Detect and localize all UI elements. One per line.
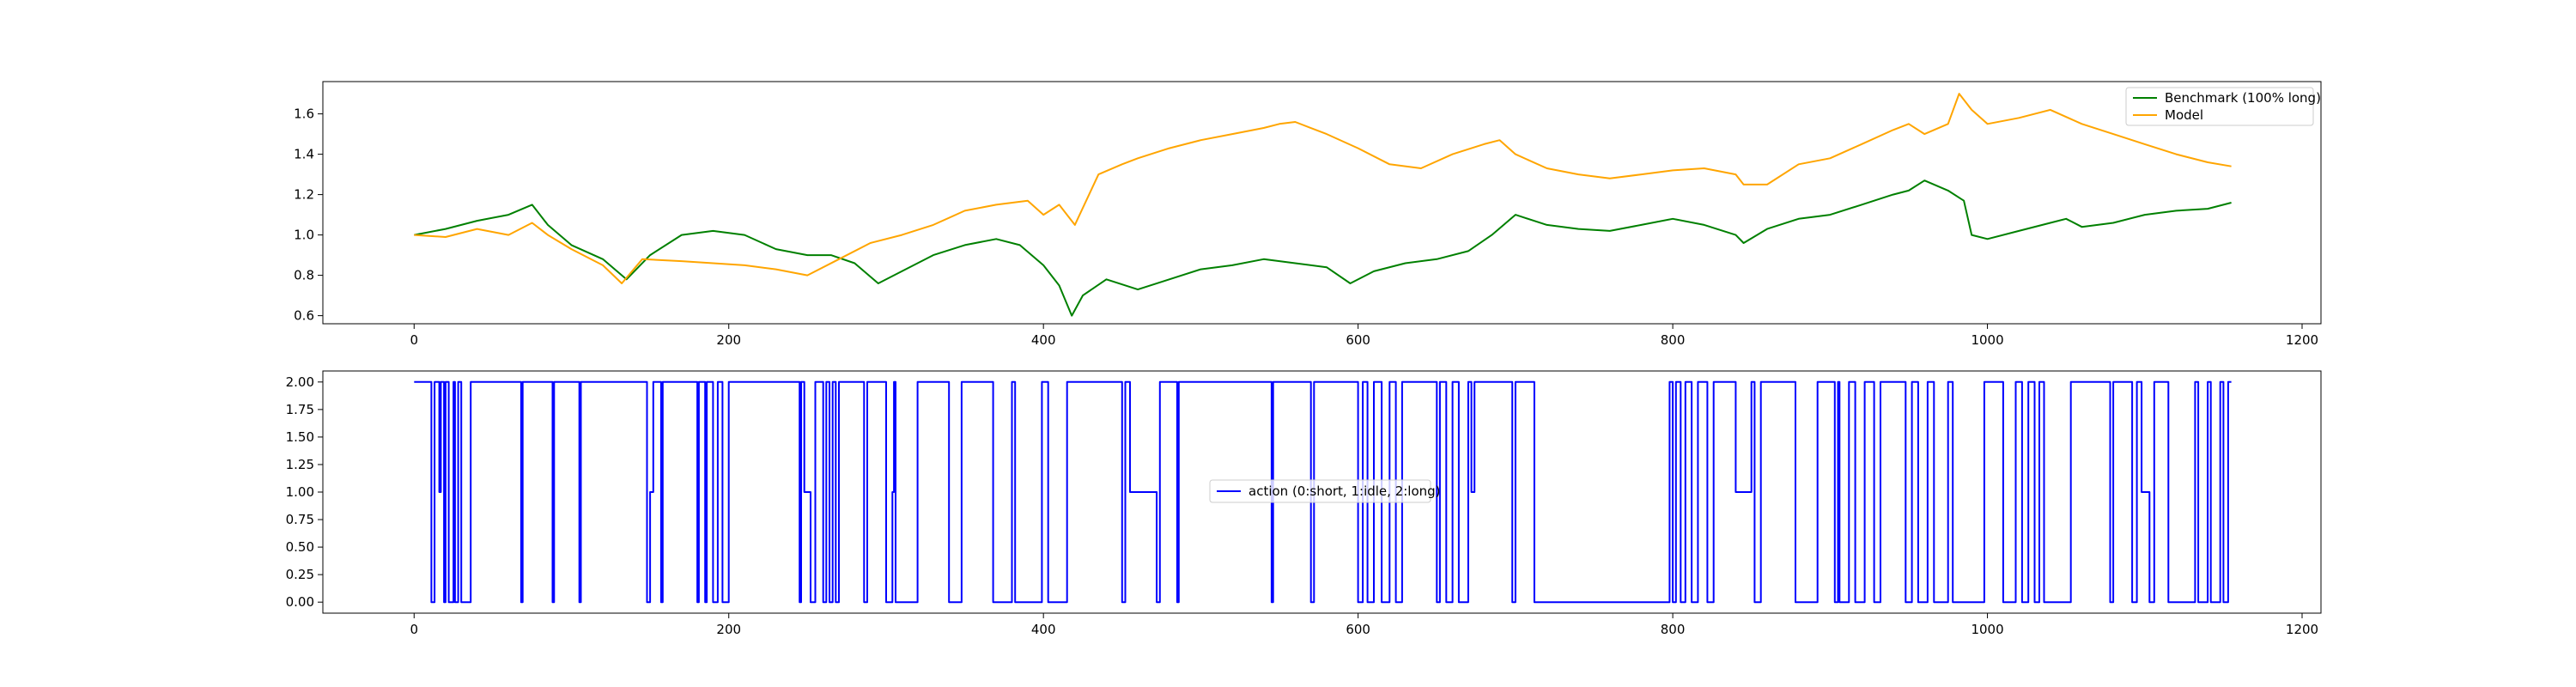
equity-axes-frame — [322, 81, 2322, 325]
equity-y-tick-label: 1.2 — [294, 187, 314, 203]
equity-x-ticks: 0 200 400 600 800 1000 1200 — [410, 324, 2318, 348]
action-x-ticks: 0 200 400 600 800 1000 1200 — [410, 613, 2318, 637]
action-y-tick-label: 1.50 — [286, 429, 314, 445]
action-x-tick-label: 1000 — [1971, 622, 2003, 637]
equity-legend-box — [2125, 87, 2314, 126]
equity-y-tick-label: 1.4 — [294, 147, 314, 162]
equity-x-tick-label: 400 — [1031, 332, 1056, 348]
action-legend: action (0:short, 1:idle, 2:long) — [1209, 479, 1441, 503]
equity-series-line-1 — [414, 93, 2232, 284]
equity-y-tick-label: 1.0 — [294, 228, 314, 243]
equity-y-tick-label: 0.6 — [294, 308, 314, 324]
action-x-tick-label: 800 — [1661, 622, 1686, 637]
equity-x-tick-label: 1200 — [2286, 332, 2318, 348]
action-plot-area — [414, 380, 2232, 604]
equity-x-tick-label: 600 — [1346, 332, 1370, 348]
equity-series-line-0 — [414, 179, 2232, 317]
action-x-tick-label: 400 — [1031, 622, 1056, 637]
action-legend-box — [1209, 479, 1431, 503]
action-y-tick-label: 0.00 — [286, 594, 314, 610]
benchmark-legend-label: Benchmark (100% long) — [2165, 90, 2321, 106]
model-legend-label: Model — [2165, 107, 2203, 123]
action-x-tick-label: 600 — [1346, 622, 1370, 637]
equity-x-tick-label: 1000 — [1971, 332, 2003, 348]
equity-x-tick-label: 200 — [716, 332, 741, 348]
action-x-tick-label: 0 — [410, 622, 418, 637]
action-legend-label: action (0:short, 1:idle, 2:long) — [1249, 483, 1441, 499]
equity-y-ticks: 0.6 0.8 1.0 1.2 1.4 1.6 — [294, 106, 323, 324]
action-x-tick-label: 1200 — [2286, 622, 2318, 637]
equity-chart: 0 200 400 600 800 1000 1200 0.6 0.8 1.0 1.2 1.4 1.6… — [294, 81, 2322, 348]
action-y-tick-label: 0.50 — [286, 539, 314, 555]
action-y-tick-label: 1.25 — [286, 457, 314, 472]
action-y-tick-label: 1.75 — [286, 402, 314, 417]
equity-legend: Benchmark (100% long) Model — [2125, 87, 2321, 126]
equity-x-tick-label: 800 — [1661, 332, 1686, 348]
action-y-tick-label: 0.75 — [286, 512, 314, 527]
action-x-tick-label: 200 — [716, 622, 741, 637]
action-chart: 0 200 400 600 800 1000 1200 0.00 0.25 0.50 0.75 1.… — [286, 370, 2322, 637]
action-y-tick-label: 2.00 — [286, 374, 314, 390]
equity-y-tick-label: 0.8 — [294, 268, 314, 283]
action-y-ticks: 0.00 0.25 0.50 0.75 1.00 1.25 1.50 1.75 2.00 — [286, 374, 323, 610]
action-series-line-0 — [414, 380, 2232, 604]
action-y-tick-label: 0.25 — [286, 567, 314, 582]
equity-x-tick-label: 0 — [410, 332, 418, 348]
equity-plot-area — [414, 93, 2232, 317]
action-y-tick-label: 1.00 — [286, 484, 314, 500]
equity-y-tick-label: 1.6 — [294, 106, 314, 122]
